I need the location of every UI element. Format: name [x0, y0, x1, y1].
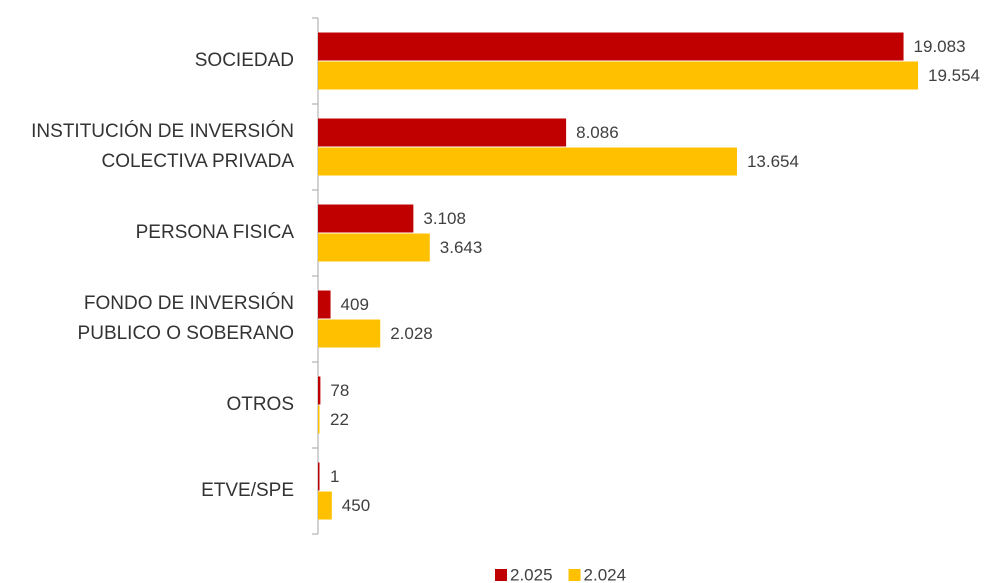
bar [318, 32, 904, 61]
data-label: 22 [330, 410, 349, 429]
data-label: 1 [330, 467, 339, 486]
data-label: 78 [330, 381, 349, 400]
legend-swatch [568, 569, 581, 581]
bar [318, 118, 567, 147]
y-tick-label: ETVE/SPE [201, 480, 294, 501]
bar [318, 147, 737, 176]
y-tick-label: INSTITUCIÓN DE INVERSIÓN [31, 120, 294, 142]
legend-label: 2.025 [510, 565, 553, 583]
data-label: 8.086 [576, 123, 619, 142]
bar [318, 376, 321, 405]
bar [318, 319, 381, 348]
bar [318, 405, 320, 434]
bar [318, 233, 430, 262]
bar [318, 204, 414, 233]
y-tick-label: OTROS [226, 394, 294, 415]
bar [318, 491, 332, 520]
bar [318, 61, 918, 90]
data-label: 19.554 [928, 66, 980, 85]
y-tick-label: SOCIEDAD [195, 50, 294, 71]
y-tick-label: PUBLICO O SOBERANO [78, 323, 294, 344]
bar [318, 462, 320, 491]
data-label: 3.108 [423, 209, 466, 228]
y-tick-label: FONDO DE INVERSIÓN [84, 292, 294, 314]
legend-label: 2.024 [584, 565, 627, 583]
data-label: 2.028 [390, 324, 433, 343]
data-label: 3.643 [440, 238, 483, 257]
y-tick-label: PERSONA FISICA [136, 222, 295, 243]
data-label: 19.083 [914, 37, 966, 56]
legend-swatch [495, 569, 507, 581]
data-label: 409 [341, 295, 369, 314]
y-tick-label: COLECTIVA PRIVADA [101, 151, 294, 172]
data-label: 13.654 [747, 152, 799, 171]
data-label: 450 [342, 496, 370, 515]
bar [318, 290, 331, 319]
